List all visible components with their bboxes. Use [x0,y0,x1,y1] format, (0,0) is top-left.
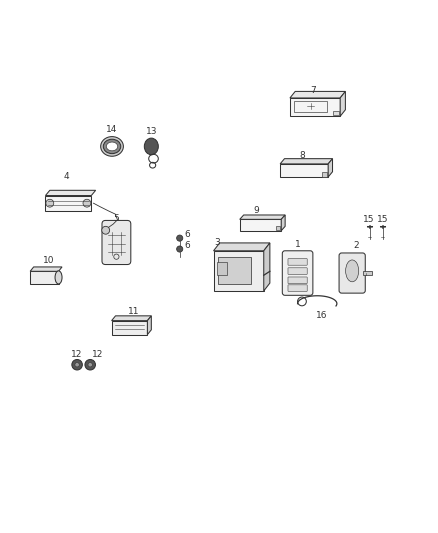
FancyBboxPatch shape [283,251,313,295]
Circle shape [102,227,110,234]
Ellipse shape [346,260,359,282]
FancyBboxPatch shape [288,268,307,274]
Polygon shape [148,316,151,335]
Polygon shape [328,159,332,177]
Text: 12: 12 [92,350,103,359]
Text: 2: 2 [354,241,359,250]
Bar [294,101,327,111]
Circle shape [177,246,183,252]
Bar [30,271,59,284]
FancyBboxPatch shape [102,221,131,264]
Circle shape [85,359,95,370]
Text: 16: 16 [316,311,327,320]
Polygon shape [46,190,95,196]
Bar [218,262,227,275]
Polygon shape [240,215,285,220]
Ellipse shape [106,142,118,151]
Text: 12: 12 [71,350,82,359]
Ellipse shape [103,139,121,154]
Polygon shape [214,243,270,251]
Circle shape [72,359,82,370]
Bar [322,172,327,176]
Polygon shape [280,159,332,164]
Text: 1: 1 [295,240,300,249]
Ellipse shape [55,271,62,284]
Polygon shape [30,267,62,271]
Circle shape [75,362,79,367]
Polygon shape [264,243,270,291]
Bar [214,251,264,291]
Bar [112,321,148,335]
Circle shape [177,235,183,241]
Circle shape [46,199,54,207]
Text: 5: 5 [113,214,119,223]
Bar [276,227,280,230]
Ellipse shape [145,138,158,155]
Text: 14: 14 [106,125,118,134]
Text: 10: 10 [43,256,54,265]
FancyBboxPatch shape [339,253,365,293]
FancyBboxPatch shape [288,285,307,292]
Text: 4: 4 [64,173,69,182]
Bar [46,196,91,211]
Circle shape [83,199,91,207]
Polygon shape [340,92,346,116]
Text: 6: 6 [185,241,191,250]
Ellipse shape [101,136,124,156]
Polygon shape [290,92,346,98]
Text: 9: 9 [253,206,259,215]
Bar [240,220,281,231]
Bar [333,111,339,115]
Bar [290,98,340,116]
Text: 3: 3 [214,238,220,247]
FancyBboxPatch shape [288,259,307,265]
Text: 11: 11 [128,306,140,316]
Text: 7: 7 [310,86,316,95]
Text: 15: 15 [378,215,389,224]
Text: 6: 6 [185,230,191,239]
Bar [218,257,251,285]
Text: 15: 15 [364,215,375,224]
Text: 8: 8 [299,151,305,160]
Polygon shape [281,215,285,231]
Circle shape [88,362,92,367]
Bar [363,271,372,275]
Bar [280,164,328,177]
FancyBboxPatch shape [288,277,307,284]
Text: 13: 13 [145,127,157,136]
Polygon shape [112,316,151,321]
